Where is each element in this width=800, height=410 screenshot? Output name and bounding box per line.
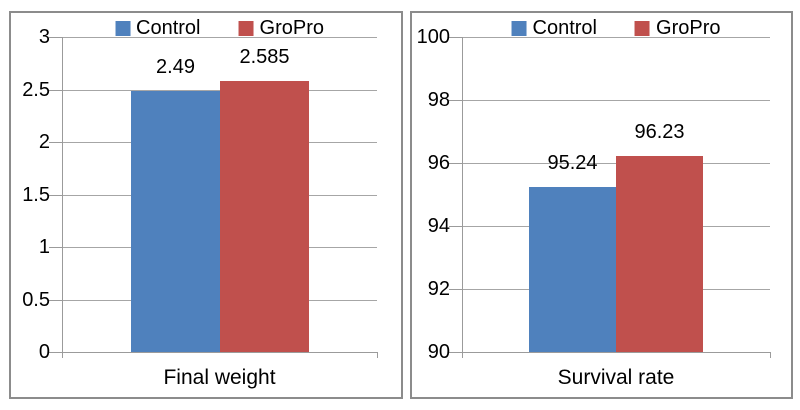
y-axis-tick-label: 0: [38, 341, 50, 363]
y-axis-tick: [49, 37, 62, 38]
gropro-bar: [616, 156, 703, 352]
y-axis-tick-label: 0.5: [22, 289, 50, 311]
y-axis-tick-label: 96: [427, 152, 450, 174]
y-axis-tick-label: 92: [427, 278, 450, 300]
legend-label: Control: [136, 17, 201, 39]
y-axis-tick: [49, 195, 62, 196]
control-bar: [131, 91, 220, 352]
y-axis-tick-label: 3: [38, 26, 50, 48]
legend-item-control: Control: [511, 17, 598, 39]
gropro-bar: [220, 81, 309, 352]
y-axis-tick: [449, 226, 462, 227]
y-axis-tick-label: 2.5: [22, 79, 50, 101]
control-bar: [529, 187, 616, 352]
chart-plot-area: Control GroPro 3 2.5 2 1.5 1 0.5 0 2.49 2.585 Final…: [11, 13, 401, 397]
legend-label: Control: [532, 17, 598, 39]
legend-swatch-control: [115, 20, 131, 36]
control-bar-value-label: 95.24: [547, 152, 598, 174]
y-axis-tick-label: 90: [427, 341, 450, 363]
legend-item-gropro: GroPro: [238, 17, 324, 39]
y-axis-tick: [49, 247, 62, 248]
gridline: [462, 37, 770, 38]
y-axis-tick: [449, 37, 462, 38]
category-axis-label: Final weight: [163, 366, 276, 389]
x-axis-line: [462, 352, 770, 353]
gridline: [62, 90, 377, 91]
legend: Control GroPro: [511, 17, 720, 39]
y-axis-tick: [449, 289, 462, 290]
y-axis-tick-label: 98: [427, 89, 450, 111]
x-axis-end-tick: [770, 352, 771, 358]
y-axis-tick: [449, 163, 462, 164]
legend-label: GroPro: [259, 17, 324, 39]
gropro-bar-value-label: 2.585: [239, 46, 290, 68]
y-axis-tick: [49, 90, 62, 91]
y-axis-tick: [449, 352, 462, 353]
y-axis-tick: [449, 100, 462, 101]
y-axis-line: [462, 37, 463, 358]
y-axis-tick-label: 1: [38, 236, 50, 258]
y-axis-tick-label: 94: [427, 215, 450, 237]
gropro-bar-value-label: 96.23: [634, 121, 685, 143]
x-axis-line: [62, 352, 377, 353]
x-axis-end-tick: [377, 352, 378, 358]
control-bar-value-label: 2.49: [156, 56, 195, 78]
y-axis-tick: [49, 300, 62, 301]
legend-swatch-control: [511, 20, 527, 36]
y-axis-tick-label: 100: [416, 26, 450, 48]
legend-label: GroPro: [656, 17, 721, 39]
legend: Control GroPro: [115, 17, 324, 39]
legend-item-gropro: GroPro: [635, 17, 720, 39]
final-weight-chart-panel: Control GroPro 3 2.5 2 1.5 1 0.5 0 2.49 2.585 Final…: [9, 11, 403, 399]
y-axis-tick: [49, 352, 62, 353]
y-axis-line: [62, 37, 63, 358]
y-axis-tick-label: 2: [38, 131, 50, 153]
gridline: [62, 37, 377, 38]
legend-item-control: Control: [115, 17, 201, 39]
y-axis-tick: [49, 142, 62, 143]
chart-plot-area: Control GroPro 100 98 96 94 92 90 95.24 96.23 Surv…: [412, 13, 791, 397]
gridline: [462, 100, 770, 101]
category-axis-label: Survival rate: [557, 366, 675, 389]
y-axis-tick-label: 1.5: [22, 184, 50, 206]
survival-rate-chart-panel: Control GroPro 100 98 96 94 92 90 95.24 96.23 Surv…: [410, 11, 793, 399]
legend-swatch-gropro: [635, 20, 651, 36]
legend-swatch-gropro: [238, 20, 254, 36]
